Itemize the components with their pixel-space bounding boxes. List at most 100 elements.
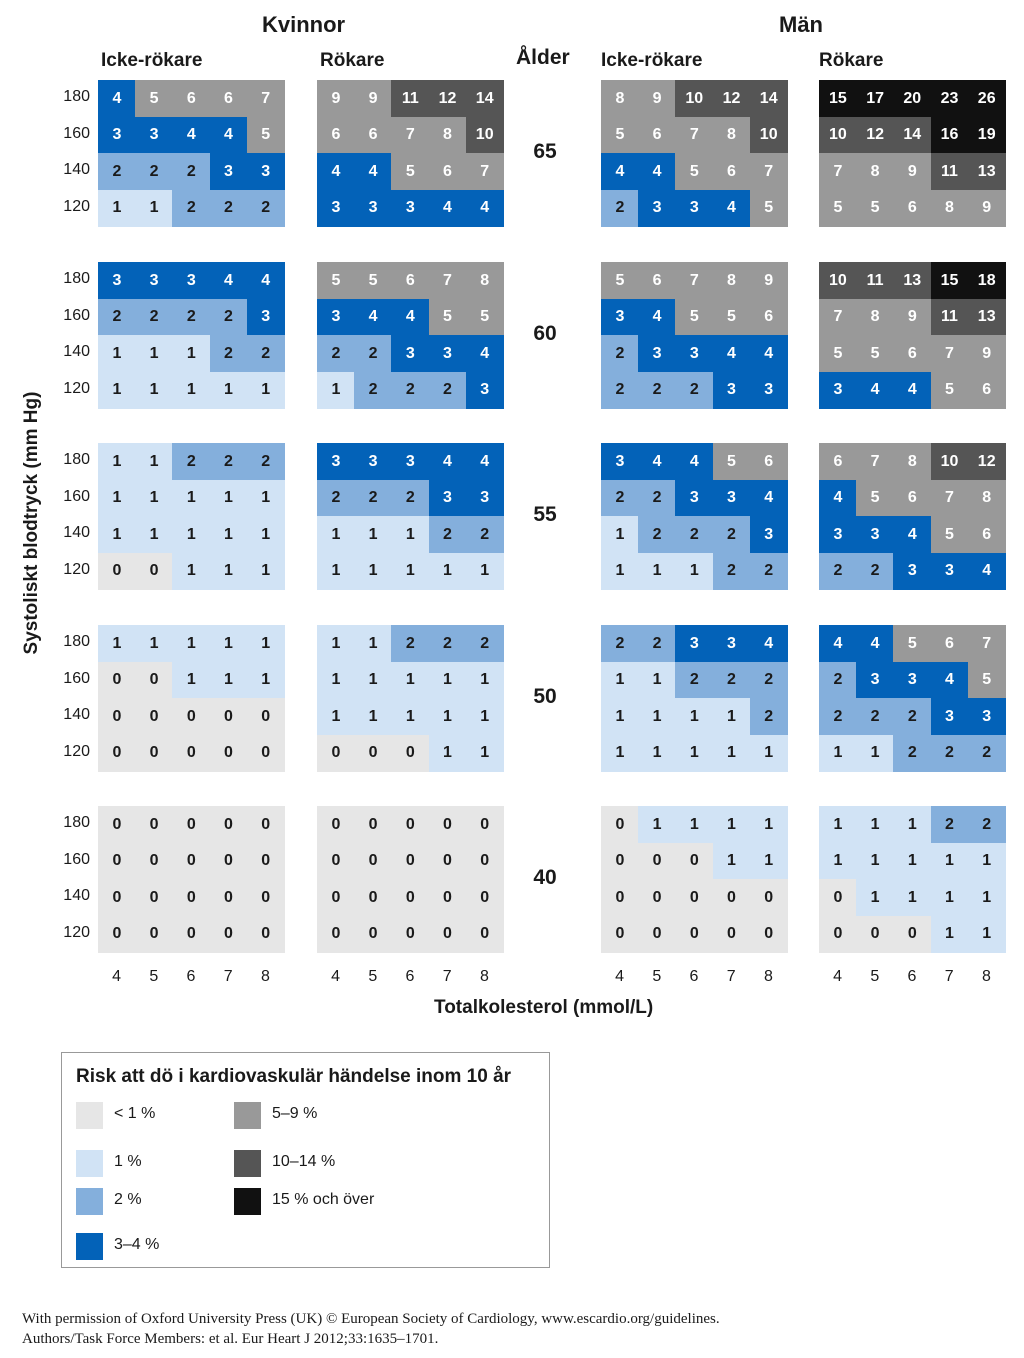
risk-cell: 0	[317, 842, 355, 880]
risk-cell: 4	[749, 335, 788, 373]
risk-cell: 8	[712, 116, 751, 154]
risk-cell: 4	[465, 189, 504, 227]
risk-cell: 5	[391, 153, 430, 191]
risk-cell: 3	[354, 443, 392, 481]
risk-cell: 0	[317, 879, 355, 917]
risk-cell: 1	[930, 879, 969, 917]
risk-cell: 2	[749, 552, 788, 590]
risk-cell: 0	[391, 806, 430, 844]
risk-cell: 3	[317, 189, 355, 227]
legend-swatch	[76, 1233, 103, 1260]
risk-cell: 2	[246, 443, 285, 481]
risk-cell: 1	[638, 734, 676, 772]
x-tick-label: 6	[907, 968, 917, 985]
risk-cell: 1	[601, 552, 639, 590]
y-axis-label: Systoliskt blodtryck (mm Hg)	[21, 391, 42, 655]
risk-cell: 1	[354, 625, 392, 663]
risk-cell: 4	[209, 116, 248, 154]
risk-cell: 2	[749, 698, 788, 736]
risk-cell: 3	[712, 625, 751, 663]
risk-cell: 6	[749, 298, 788, 336]
x-tick-label: 5	[368, 968, 378, 985]
x-tick-label: 4	[615, 968, 625, 985]
risk-cell: 5	[675, 153, 714, 191]
risk-cell: 8	[428, 116, 467, 154]
risk-cell: 2	[601, 189, 639, 227]
risk-cell: 5	[246, 116, 285, 154]
risk-cell: 0	[638, 879, 676, 917]
risk-cell: 4	[893, 371, 932, 409]
risk-cell: 2	[465, 625, 504, 663]
risk-cell: 2	[209, 189, 248, 227]
risk-cell: 0	[893, 915, 932, 953]
risk-cell: 17	[856, 80, 894, 118]
risk-cell: 4	[638, 443, 676, 481]
risk-cell: 0	[465, 915, 504, 953]
risk-cell: 1	[893, 842, 932, 880]
risk-cell: 0	[135, 842, 173, 880]
bp-tick-label: 160	[63, 669, 90, 687]
risk-cell: 0	[246, 734, 285, 772]
risk-cell: 6	[967, 516, 1006, 554]
x-tick-label: 4	[833, 968, 843, 985]
risk-cell: 11	[930, 298, 969, 336]
risk-cell: 0	[638, 842, 676, 880]
risk-cell: 1	[135, 625, 173, 663]
bp-tick-label: 180	[63, 814, 90, 832]
risk-cell: 14	[749, 80, 788, 118]
risk-cell: 1	[712, 842, 751, 880]
risk-cell: 1	[209, 516, 248, 554]
risk-cell: 4	[712, 335, 751, 373]
bp-tick-label: 120	[63, 197, 90, 215]
bp-tick-label: 160	[63, 306, 90, 324]
risk-cell: 0	[465, 806, 504, 844]
risk-cell: 2	[638, 371, 676, 409]
risk-cell: 2	[172, 153, 211, 191]
risk-cell: 8	[601, 80, 639, 118]
x-tick-label: 5	[652, 968, 662, 985]
risk-cell: 1	[98, 625, 136, 663]
risk-cell: 1	[638, 661, 676, 699]
risk-cell: 1	[465, 552, 504, 590]
risk-cell: 0	[135, 734, 173, 772]
risk-cell: 4	[209, 262, 248, 300]
risk-cell: 5	[465, 298, 504, 336]
legend: Risk att dö i kardiovaskulär händelse in…	[61, 1052, 550, 1268]
x-tick-label: 7	[442, 968, 452, 985]
risk-cell: 3	[98, 262, 136, 300]
risk-cell: 0	[601, 806, 639, 844]
risk-cell: 1	[209, 552, 248, 590]
risk-cell: 5	[712, 443, 751, 481]
risk-cell: 1	[246, 625, 285, 663]
risk-cell: 6	[638, 116, 676, 154]
risk-cell: 1	[98, 479, 136, 517]
risk-cell: 4	[749, 625, 788, 663]
risk-cell: 0	[428, 842, 467, 880]
risk-cell: 4	[638, 153, 676, 191]
risk-cell: 1	[856, 734, 894, 772]
risk-cell: 6	[819, 443, 857, 481]
legend-swatch	[234, 1150, 261, 1177]
x-tick-label: 8	[763, 968, 773, 985]
risk-cell: 3	[465, 479, 504, 517]
risk-cell: 2	[893, 734, 932, 772]
legend-title: Risk att dö i kardiovaskulär händelse in…	[76, 1066, 512, 1087]
risk-cell: 4	[172, 116, 211, 154]
risk-cell: 2	[428, 625, 467, 663]
risk-cell: 1	[819, 806, 857, 844]
risk-cell: 7	[819, 153, 857, 191]
legend-label: 5–9 %	[272, 1105, 318, 1122]
risk-cell: 1	[317, 698, 355, 736]
risk-cell: 0	[98, 806, 136, 844]
risk-cell: 2	[712, 552, 751, 590]
x-tick-label: 5	[149, 968, 159, 985]
risk-cell: 2	[354, 335, 392, 373]
risk-cell: 2	[98, 298, 136, 336]
risk-cell: 0	[209, 806, 248, 844]
bp-tick-label: 180	[63, 88, 90, 106]
risk-cell: 0	[428, 806, 467, 844]
risk-cell: 3	[675, 479, 714, 517]
risk-cell: 3	[638, 189, 676, 227]
risk-cell: 4	[98, 80, 136, 118]
risk-cell: 3	[675, 335, 714, 373]
